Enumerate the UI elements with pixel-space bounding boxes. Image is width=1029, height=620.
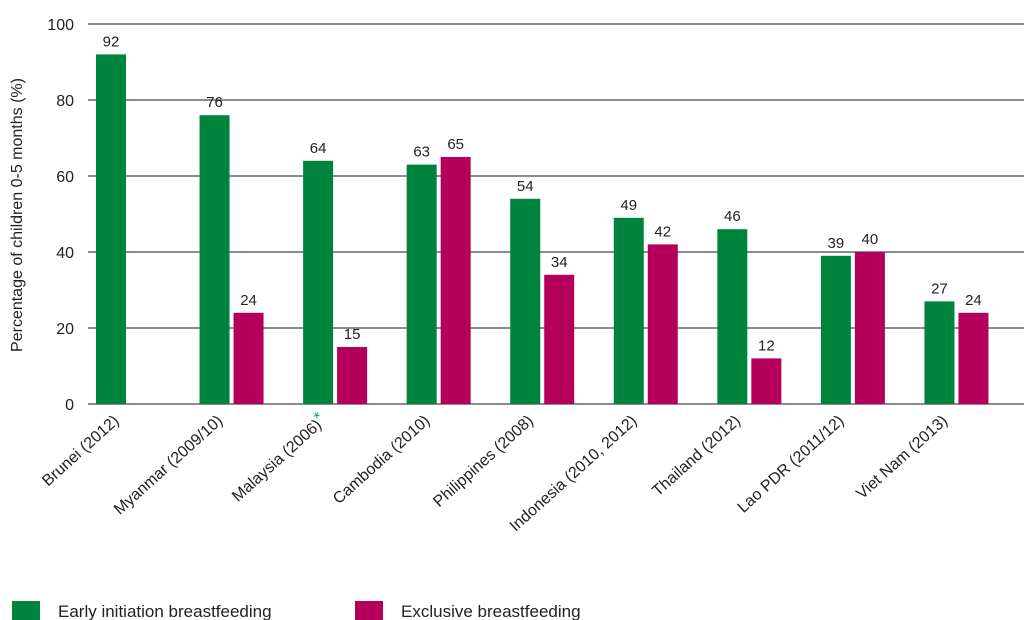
legend: Early initiation breastfeeding Exclusive… [12,601,581,620]
bar-exclusive-breastfeeding-myanmar-2009-10 [233,312,264,404]
value-labels: 92 76 24 64 15 63 65 54 34 49 42 46 12 39 40 27 24 [103,33,982,354]
value-label: 39 [828,235,845,252]
value-label: 54 [517,178,534,195]
bar-early-initiation-breastfeeding-myanmar-2009-10 [199,115,230,404]
value-label: 63 [413,144,430,161]
bar-early-initiation-breastfeeding-thailand-2012 [717,229,748,404]
bars [96,54,989,405]
bar-exclusive-breastfeeding-indonesia-2010-2012 [647,244,678,404]
x-axis-categories: Brunei (2012)Myanmar (2009/10) Malaysia (… [39,409,951,535]
category-label-philippines-2008: Philippines (2008) [430,412,537,510]
value-label: 76 [206,94,223,111]
value-label: 24 [240,292,257,309]
legend-label-early-initiation: Early initiation breastfeeding [58,602,272,620]
category-label-cambodia-2010: Cambodia (2010) [330,412,433,507]
y-tick-label: 20 [56,321,74,338]
category-label-malaysia-2006: Malaysia (2006)* [227,409,330,505]
y-axis-title: Percentage of children 0-5 months (%) [9,78,26,352]
legend-swatch-exclusive [355,601,383,620]
value-label: 27 [931,280,948,297]
y-tick-label: 80 [56,93,74,110]
bar-exclusive-breastfeeding-thailand-2012 [751,358,782,404]
category-label-lao-pdr-2011-12: Lao PDR (2011/12) [735,412,848,516]
value-label: 40 [862,231,879,248]
category-label-thailand-2012: Thailand (2012) [649,412,744,500]
y-tick-label: 60 [56,169,74,186]
value-label: 12 [758,337,775,354]
value-label: 92 [103,33,120,50]
bar-early-initiation-breastfeeding-philippines-2008 [510,198,541,404]
value-label: 64 [310,140,327,157]
bar-exclusive-breastfeeding-malaysia-2006 [337,347,368,404]
value-label: 42 [654,223,671,240]
y-tick-label: 0 [65,397,74,414]
value-label: 15 [344,326,361,343]
category-label-brunei-2012: Brunei (2012) [39,412,122,490]
value-label: 46 [724,208,741,225]
bar-early-initiation-breastfeeding-lao-pdr-2011-12 [820,255,851,404]
bar-exclusive-breastfeeding-cambodia-2010 [440,157,471,404]
y-axis-ticks: 0 20 40 60 80 100 [47,17,74,414]
value-label: 34 [551,254,568,271]
value-label: 65 [447,136,464,153]
value-label: 24 [965,292,982,309]
bar-exclusive-breastfeeding-viet-nam-2013 [958,312,989,404]
bar-early-initiation-breastfeeding-brunei-2012 [96,54,126,405]
bar-early-initiation-breastfeeding-viet-nam-2013 [924,301,955,404]
value-label: 49 [620,197,637,214]
y-tick-label: 40 [56,245,74,262]
bar-early-initiation-breastfeeding-indonesia-2010-2012 [613,217,644,404]
legend-label-exclusive: Exclusive breastfeeding [401,602,581,620]
bar-exclusive-breastfeeding-philippines-2008 [544,274,575,404]
bar-early-initiation-breastfeeding-malaysia-2006 [303,160,334,404]
category-label-myanmar-2009-10: Myanmar (2009/10) [111,412,226,518]
legend-swatch-early-initiation [12,601,40,620]
bar-early-initiation-breastfeeding-cambodia-2010 [406,164,437,404]
bar-exclusive-breastfeeding-lao-pdr-2011-12 [854,252,885,404]
y-tick-label: 100 [47,17,74,34]
category-label-viet-nam-2013: Viet Nam (2013) [853,412,951,502]
